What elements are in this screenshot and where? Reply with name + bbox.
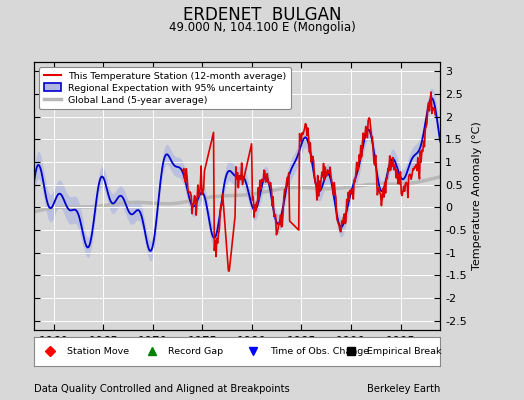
- Y-axis label: Temperature Anomaly (°C): Temperature Anomaly (°C): [472, 122, 482, 270]
- Text: Empirical Break: Empirical Break: [367, 346, 442, 356]
- Text: Station Move: Station Move: [67, 346, 129, 356]
- Text: Record Gap: Record Gap: [168, 346, 223, 356]
- Text: Time of Obs. Change: Time of Obs. Change: [270, 346, 369, 356]
- Text: 49.000 N, 104.100 E (Mongolia): 49.000 N, 104.100 E (Mongolia): [169, 21, 355, 34]
- Text: Data Quality Controlled and Aligned at Breakpoints: Data Quality Controlled and Aligned at B…: [34, 384, 290, 394]
- Text: ERDENET  BULGAN: ERDENET BULGAN: [183, 6, 341, 24]
- Legend: This Temperature Station (12-month average), Regional Expectation with 95% uncer: This Temperature Station (12-month avera…: [39, 67, 291, 109]
- Text: Berkeley Earth: Berkeley Earth: [367, 384, 440, 394]
